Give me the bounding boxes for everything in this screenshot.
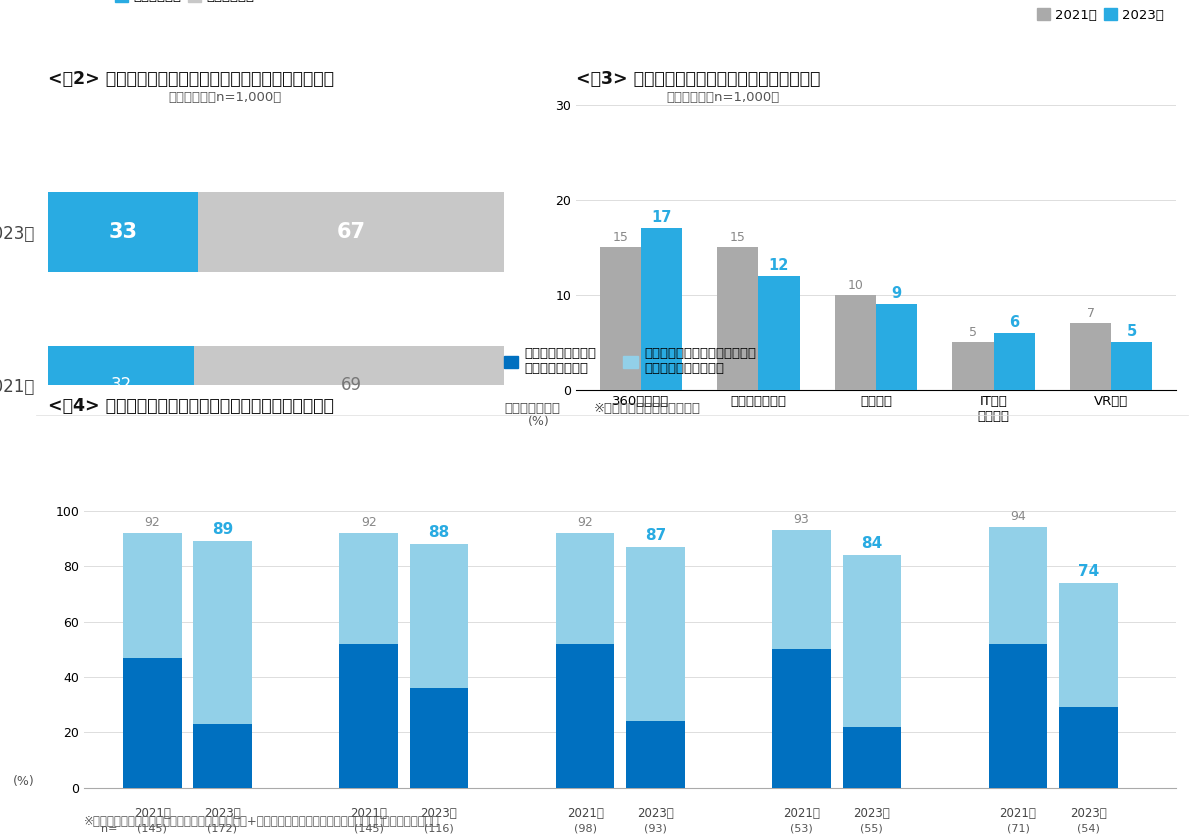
Bar <box>1060 582 1117 707</box>
Text: (93): (93) <box>644 824 667 834</box>
Text: (71): (71) <box>1007 824 1030 834</box>
Text: 87: 87 <box>644 528 666 543</box>
Bar <box>989 644 1048 788</box>
Text: 17: 17 <box>652 210 672 225</box>
Text: 5: 5 <box>970 326 977 339</box>
Text: (%): (%) <box>528 416 550 428</box>
Bar <box>989 527 1048 644</box>
Bar <box>194 345 509 426</box>
Bar <box>876 304 917 390</box>
Text: 2023年: 2023年 <box>853 807 890 820</box>
Text: (54): (54) <box>1076 824 1099 834</box>
Text: (98): (98) <box>574 824 596 834</box>
Text: <図2> 引っ越しに関するオンラインサービスの利用状況: <図2> 引っ越しに関するオンラインサービスの利用状況 <box>48 70 334 88</box>
Text: 7: 7 <box>1087 308 1094 320</box>
Text: 93: 93 <box>793 513 810 526</box>
Text: 10: 10 <box>847 279 863 292</box>
Text: （各単一回答）: （各単一回答） <box>504 401 560 415</box>
Text: <図3> 利用したことのあるオンラインサービス: <図3> 利用したことのあるオンラインサービス <box>576 70 821 88</box>
Text: 5: 5 <box>1127 324 1138 339</box>
Bar <box>409 544 468 688</box>
Text: (145): (145) <box>354 824 384 834</box>
Text: 15: 15 <box>730 231 745 245</box>
Text: 74: 74 <box>1078 564 1099 579</box>
Text: 33: 33 <box>109 222 138 242</box>
Bar <box>842 555 901 727</box>
Bar <box>1070 323 1111 390</box>
Bar <box>835 295 876 390</box>
Text: (%): (%) <box>13 774 35 788</box>
Bar <box>340 644 398 788</box>
Text: 6: 6 <box>1009 315 1019 330</box>
Text: (145): (145) <box>137 824 167 834</box>
Text: (53): (53) <box>791 824 812 834</box>
Text: 9: 9 <box>892 287 901 302</box>
Text: 2021年: 2021年 <box>134 807 170 820</box>
Bar <box>773 530 830 649</box>
Text: 89: 89 <box>212 522 233 537</box>
Text: 2023年: 2023年 <box>1070 807 1106 820</box>
Legend: 利用経験あり, 利用経験なし: 利用経験あり, 利用経験なし <box>109 0 259 8</box>
Bar <box>193 541 252 724</box>
Bar <box>193 724 252 788</box>
Text: n=: n= <box>101 824 118 834</box>
Text: 2021年: 2021年 <box>566 807 604 820</box>
Text: ※ベース：各サービス利用者: ※ベース：各サービス利用者 <box>594 401 701 415</box>
Bar <box>409 688 468 788</box>
Bar <box>953 342 994 390</box>
Text: 69: 69 <box>341 376 361 395</box>
Bar <box>556 644 614 788</box>
Bar <box>718 247 758 390</box>
Bar <box>1111 342 1152 390</box>
Legend: とても参考になり、
今後も利用したい, それなりに参考になったので、
今後もまあ利用したい: とても参考になり、 今後も利用したい, それなりに参考になったので、 今後もまあ… <box>498 342 762 380</box>
Bar <box>626 722 684 788</box>
Bar <box>1060 707 1117 788</box>
Bar <box>600 247 641 390</box>
Bar <box>842 727 901 788</box>
Text: （単一回答：n=1,000）: （単一回答：n=1,000） <box>168 91 281 104</box>
Bar <box>124 533 181 658</box>
Text: (116): (116) <box>424 824 454 834</box>
Text: 92: 92 <box>577 516 593 529</box>
Text: 92: 92 <box>144 516 160 529</box>
Text: 15: 15 <box>612 231 628 245</box>
Bar <box>626 547 684 722</box>
Text: 94: 94 <box>1010 510 1026 523</box>
Text: 2021年: 2021年 <box>1000 807 1037 820</box>
Text: 32: 32 <box>110 376 132 395</box>
Bar <box>556 533 614 644</box>
Legend: 2021年, 2023年: 2021年, 2023年 <box>1032 3 1170 27</box>
Bar <box>48 345 194 426</box>
Bar <box>48 193 198 272</box>
Text: 2023年: 2023年 <box>637 807 673 820</box>
Bar <box>340 533 398 644</box>
Text: ※数値は「とても参考になり、今後も利用したい」+「それなりに参考になったので、今後もまあ利用したい」: ※数値は「とても参考になり、今後も利用したい」+「それなりに参考になったので、今… <box>84 815 439 828</box>
Text: 67: 67 <box>337 222 366 242</box>
Text: 88: 88 <box>428 525 450 540</box>
Bar <box>124 658 181 788</box>
Text: 2023年: 2023年 <box>204 807 241 820</box>
Text: (172): (172) <box>208 824 238 834</box>
Text: 12: 12 <box>769 258 790 273</box>
Text: (55): (55) <box>860 824 883 834</box>
Bar <box>641 228 682 390</box>
Bar <box>773 649 830 788</box>
Text: <図4> 引っ越しに関するオンラインサービスの利用意向: <図4> 引っ越しに関するオンラインサービスの利用意向 <box>48 397 334 415</box>
Text: 2021年: 2021年 <box>784 807 820 820</box>
Text: 84: 84 <box>862 536 882 551</box>
Bar <box>758 276 799 390</box>
Text: 2021年: 2021年 <box>350 807 388 820</box>
Text: 2023年: 2023年 <box>420 807 457 820</box>
Bar <box>198 193 504 272</box>
Text: （複数回答：n=1,000）: （複数回答：n=1,000） <box>666 91 779 104</box>
Bar <box>994 333 1034 390</box>
Text: 92: 92 <box>361 516 377 529</box>
